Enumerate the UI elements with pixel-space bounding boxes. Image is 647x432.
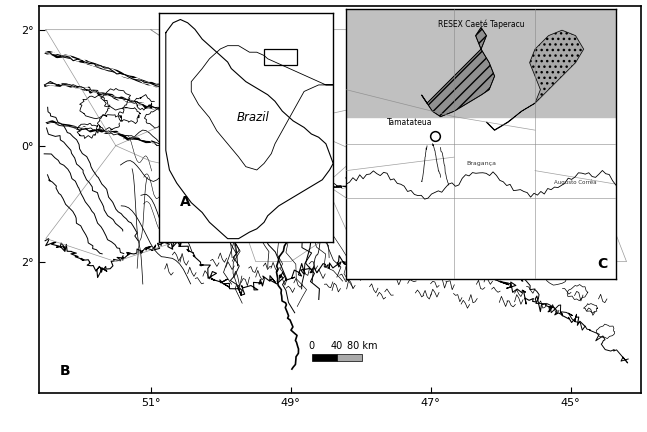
Bar — [312, 354, 337, 362]
Text: 80 km: 80 km — [347, 341, 377, 351]
Text: 0: 0 — [309, 341, 314, 351]
Polygon shape — [346, 9, 616, 279]
Text: B: B — [60, 364, 71, 378]
Bar — [337, 354, 362, 362]
Text: 40: 40 — [331, 341, 343, 351]
Text: C: C — [597, 257, 608, 270]
Polygon shape — [422, 28, 494, 117]
Bar — [264, 49, 297, 65]
Polygon shape — [346, 9, 616, 117]
Text: Bragança: Bragança — [466, 161, 496, 166]
Polygon shape — [166, 19, 333, 238]
Polygon shape — [422, 28, 494, 117]
Polygon shape — [487, 30, 584, 130]
Text: Tamatateua: Tamatateua — [386, 118, 432, 127]
Polygon shape — [487, 30, 584, 130]
Text: A: A — [181, 195, 191, 209]
Text: Brazil: Brazil — [237, 111, 270, 124]
Text: Augusto Corrêa: Augusto Corrêa — [554, 180, 597, 185]
Text: RESEX Caeté Taperacu: RESEX Caeté Taperacu — [438, 19, 524, 29]
